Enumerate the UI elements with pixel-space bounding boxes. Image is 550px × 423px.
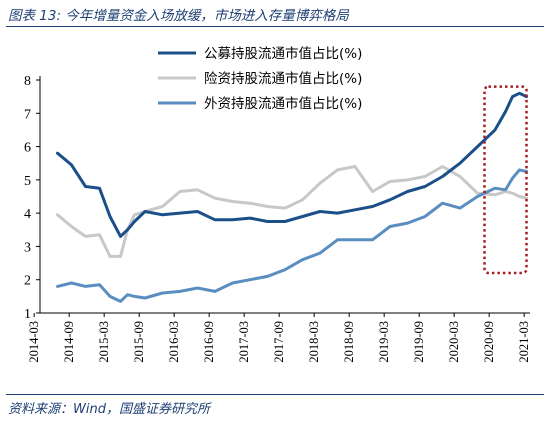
x-tick-label: 2019-03 [377, 321, 391, 363]
x-tick-label: 2015-09 [132, 321, 146, 363]
highlight-rect [483, 85, 528, 275]
x-tick-label: 2014-03 [27, 321, 41, 363]
series-line-2 [56, 165, 528, 258]
x-tick-label: 2020-03 [447, 321, 461, 363]
y-tick-label: 6 [24, 141, 31, 156]
y-tick-label: 4 [24, 207, 31, 222]
x-tick-label: 2018-09 [342, 321, 356, 363]
figure-title: 图表 13: 今年增量资金入场放缓，市场进入存量博弈格局 [8, 8, 349, 24]
highlight-box [483, 85, 528, 275]
series-line-1 [56, 91, 528, 238]
figure-source: 资料来源：Wind，国盛证券研究所 [8, 402, 210, 417]
chart-series-lines [56, 91, 528, 303]
y-tick-label: 5 [24, 174, 31, 189]
source-rule [6, 394, 544, 395]
y-tick-label: 3 [24, 240, 31, 255]
y-tick-label: 8 [24, 74, 31, 89]
x-tick-label: 2018-03 [307, 321, 321, 363]
y-tick-label: 7 [24, 107, 31, 122]
legend-label-1: 公募持股流通市值占比(%) [204, 45, 362, 62]
x-tick-label: 2017-09 [272, 321, 286, 363]
chart-axes: 1 2 3 4 5 6 7 8 2014-03 2014-09 2015-03 2015-09 2016… [24, 74, 531, 363]
x-tick-label: 2021-03 [517, 321, 531, 363]
x-tick-label: 2014-09 [62, 321, 76, 363]
x-tick-label: 2016-09 [202, 321, 216, 363]
x-tick-label: 2020-09 [482, 321, 496, 363]
x-tick-label: 2016-03 [167, 321, 181, 363]
x-tick-label: 2019-09 [412, 321, 426, 363]
legend-label-2: 险资持股流通市值占比(%) [204, 70, 362, 87]
x-tick-label: 2015-03 [97, 321, 111, 363]
legend-label-3: 外资持股流通市值占比(%) [204, 95, 362, 112]
y-tick-label: 1 [24, 307, 31, 322]
chart-legend: 公募持股流通市值占比(%) 险资持股流通市值占比(%) 外资持股流通市值占比(%) [158, 45, 362, 112]
y-tick-label: 2 [24, 274, 31, 289]
x-tick-label: 2017-03 [237, 321, 251, 363]
series-line-3 [56, 168, 528, 303]
title-rule [6, 26, 544, 27]
